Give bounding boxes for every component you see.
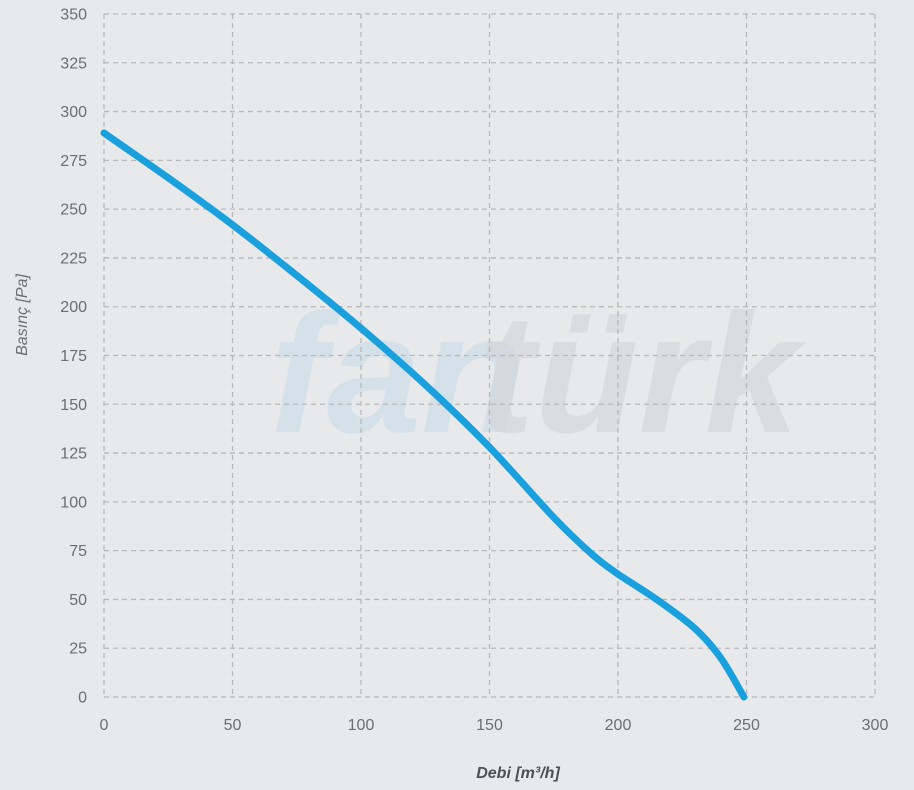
watermark: fan türk bbox=[270, 279, 807, 469]
x-tick-label: 100 bbox=[348, 717, 375, 734]
y-tick-label: 100 bbox=[60, 494, 87, 511]
x-tick-label: 0 bbox=[100, 717, 109, 734]
x-tick-label: 50 bbox=[224, 717, 242, 734]
series-layer bbox=[100, 129, 748, 701]
y-tick-label: 200 bbox=[60, 299, 87, 316]
y-axis-title: Basınç [Pa] bbox=[14, 274, 31, 356]
x-tick-label: 300 bbox=[862, 717, 889, 734]
y-tick-label: 275 bbox=[60, 153, 87, 170]
y-tick-label: 75 bbox=[69, 543, 87, 560]
y-tick-label: 175 bbox=[60, 348, 87, 365]
watermark-turk: türk bbox=[478, 279, 807, 469]
y-tick-label: 250 bbox=[60, 202, 87, 219]
y-tick-label: 300 bbox=[60, 104, 87, 121]
y-tick-label: 25 bbox=[69, 641, 87, 658]
y-axis-ticks: 0 25 50 75 100 125 150 175 200 225 250 275 300 325 350 bbox=[60, 7, 87, 707]
x-tick-label: 150 bbox=[476, 717, 503, 734]
y-tick-label: 150 bbox=[60, 397, 87, 414]
gridlines bbox=[103, 13, 876, 698]
y-tick-label: 50 bbox=[69, 592, 87, 609]
x-tick-label: 250 bbox=[733, 717, 760, 734]
x-axis-title: Debi [m³/h] bbox=[476, 765, 560, 782]
y-tick-label: 125 bbox=[60, 446, 87, 463]
x-tick-label: 200 bbox=[605, 717, 632, 734]
y-tick-label: 0 bbox=[78, 690, 87, 707]
y-tick-label: 325 bbox=[60, 55, 87, 72]
series-line bbox=[100, 129, 748, 701]
y-tick-label: 225 bbox=[60, 250, 87, 267]
y-tick-label: 350 bbox=[60, 7, 87, 24]
x-axis-ticks: 0 50 100 150 200 250 300 bbox=[100, 717, 889, 734]
